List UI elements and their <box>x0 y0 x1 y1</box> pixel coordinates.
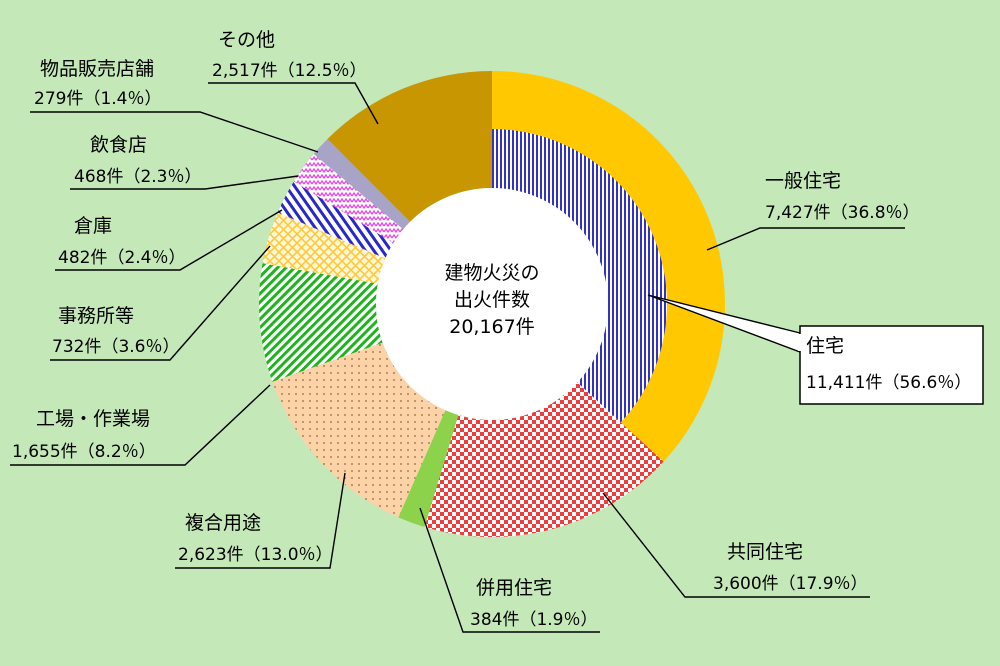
label-sonota-name: その他 <box>218 29 275 51</box>
label-heiyo-name: 併用住宅 <box>476 577 552 599</box>
leader-line-kojo <box>10 384 271 466</box>
inner-ring <box>492 129 667 423</box>
label-jimusho-name: 事務所等 <box>58 305 134 327</box>
leader-line-inshoku <box>70 175 299 190</box>
label-buppin-name: 物品販売店舗 <box>40 58 154 80</box>
slice-jimusho <box>262 212 386 284</box>
label-inshoku-value: 468件（2.3％） <box>74 167 201 187</box>
label-juutaku-value: 11,411件（56.6％） <box>806 373 971 393</box>
label-buppin-value: 279件（1.4％） <box>34 89 161 109</box>
label-kyodo-name: 共同住宅 <box>727 541 803 563</box>
leader-line-soko <box>55 209 283 271</box>
center-hole: 建物火災の 出火件数 20,167件 <box>376 188 608 420</box>
label-kojo-name: 工場・作業場 <box>36 408 150 430</box>
slice-soko <box>277 181 394 259</box>
leader-line-kyodo <box>602 492 870 598</box>
center-label-line2: 出火件数 <box>454 289 530 311</box>
slice-heiyo <box>398 410 459 528</box>
label-jimusho-value: 732件（3.6％） <box>52 337 179 357</box>
leader-line-ippan <box>706 227 905 251</box>
slice-fukugo <box>272 342 446 518</box>
leader-line-heiyo <box>419 507 600 633</box>
center-label-total: 20,167件 <box>449 316 534 338</box>
label-kyodo-value: 3,600件（17.9％） <box>713 574 868 594</box>
label-juutaku-name: 住宅 <box>806 335 844 357</box>
slice-kyodo <box>424 382 664 538</box>
slice-sonota <box>327 71 492 222</box>
slice-buppin <box>313 139 411 230</box>
label-ippan-name: 一般住宅 <box>765 170 841 192</box>
label-inshoku-name: 飲食店 <box>90 134 147 156</box>
label-heiyo-value: 384件（1.9％） <box>470 610 597 630</box>
label-sonota-value: 2,517件（12.5％） <box>212 61 367 81</box>
leader-line-fukugo <box>175 472 346 569</box>
label-kojo-value: 1,655件（8.2％） <box>12 442 156 462</box>
slice-kojo <box>259 263 383 382</box>
label-ippan-value: 7,427件（36.8％） <box>765 203 920 223</box>
label-soko-value: 482件（2.4％） <box>58 248 185 268</box>
label-fukugo-name: 複合用途 <box>185 512 261 534</box>
leader-line-jimusho <box>50 245 271 361</box>
juutaku-callout-box <box>799 325 984 405</box>
slice-inshoku <box>293 153 404 243</box>
outer-ring <box>259 71 725 538</box>
label-fukugo-value: 2,623件（13.0％） <box>178 545 333 565</box>
leader-line-sonota <box>208 82 379 125</box>
leader-lines <box>10 82 905 633</box>
slice-juutaku-inner <box>492 129 667 423</box>
slice-ippan <box>492 71 725 462</box>
center-label-line1: 建物火災の <box>444 262 539 284</box>
leader-line-buppin <box>30 111 319 153</box>
label-soko-name: 倉庫 <box>74 215 112 237</box>
